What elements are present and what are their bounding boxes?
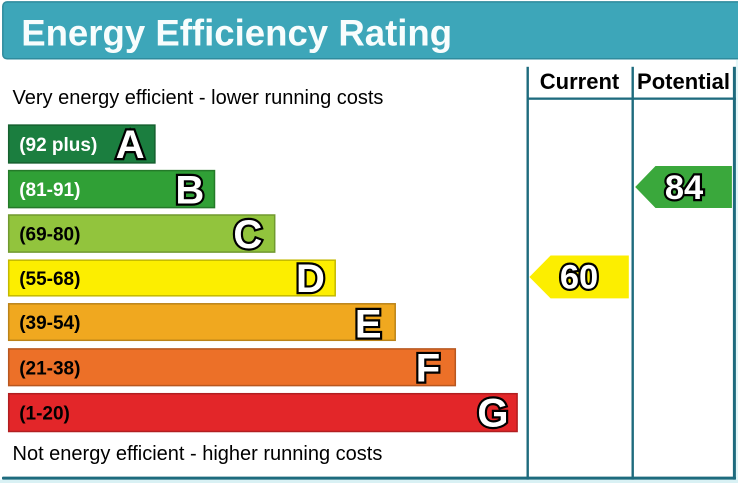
svg-text:G: G [477, 392, 508, 436]
svg-text:60: 60 [560, 259, 598, 297]
svg-text:Very energy efficient - lower: Very energy efficient - lower running co… [13, 87, 384, 109]
svg-text:(21-38): (21-38) [19, 358, 80, 379]
svg-text:(55-68): (55-68) [19, 269, 80, 290]
svg-text:(1-20): (1-20) [19, 404, 70, 425]
svg-text:Not energy efficient - higher: Not energy efficient - higher running co… [13, 443, 383, 465]
svg-text:Potential: Potential [637, 69, 730, 94]
svg-text:(92 plus): (92 plus) [19, 135, 97, 156]
svg-text:(39-54): (39-54) [19, 313, 80, 334]
svg-text:(69-80): (69-80) [19, 225, 80, 246]
svg-text:(81-91): (81-91) [19, 180, 80, 201]
svg-text:C: C [233, 213, 262, 257]
svg-text:Energy Efficiency Rating: Energy Efficiency Rating [21, 12, 452, 53]
svg-text:Current: Current [540, 69, 620, 94]
svg-text:84: 84 [665, 169, 703, 207]
svg-text:D: D [296, 257, 325, 301]
svg-text:E: E [355, 302, 382, 346]
svg-text:F: F [416, 346, 440, 390]
svg-text:A: A [116, 123, 145, 167]
svg-text:B: B [175, 168, 204, 212]
